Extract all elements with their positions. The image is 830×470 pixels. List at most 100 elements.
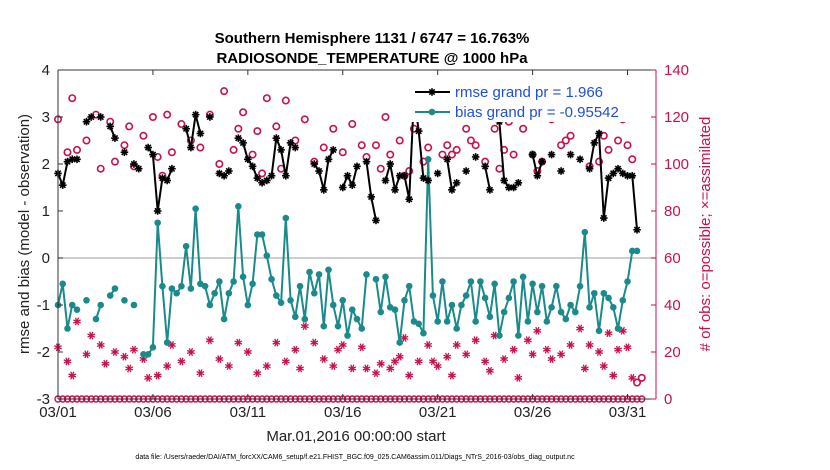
bias-point (244, 301, 252, 309)
obs-possible-point (167, 148, 176, 157)
obs-possible-point (395, 136, 404, 145)
legend-bias-marker (428, 108, 436, 116)
bias-point (396, 339, 404, 346)
obs-possible-point (110, 157, 119, 166)
bias-point (382, 273, 389, 281)
bias-point (443, 318, 451, 325)
bias-point (159, 282, 166, 290)
rmse-point (433, 169, 442, 178)
obs-possible-point (72, 145, 81, 154)
rmse-point (315, 167, 323, 175)
y-tick-label-right: 0 (664, 391, 672, 408)
obs-assimilated-point (101, 359, 110, 368)
bias-point (377, 308, 385, 316)
obs-possible-point (68, 94, 77, 103)
rmse-point (481, 162, 489, 171)
bias-point (572, 308, 579, 316)
obs-assimilated-point (623, 343, 632, 352)
bias-point (273, 292, 280, 299)
obs-possible-point (338, 148, 347, 157)
bias-point (173, 289, 180, 297)
bias-point (225, 289, 233, 297)
obs-possible-point (519, 124, 528, 133)
obs-assimilated-point (68, 371, 77, 380)
rmse-point (338, 183, 347, 192)
bias-point (149, 344, 157, 351)
bias-point (524, 318, 532, 325)
bias-point (543, 318, 551, 325)
bias-point (609, 304, 617, 311)
rmse-line (484, 166, 491, 191)
obs-possible-point (490, 124, 499, 133)
bias-point (391, 306, 399, 314)
bias-point (496, 332, 503, 339)
bias-point (73, 306, 81, 314)
obs-possible-point (262, 94, 271, 103)
bias-point (628, 247, 636, 255)
rmse-point (348, 181, 357, 189)
obs-possible-point (376, 164, 385, 173)
rmse-point (130, 160, 138, 168)
obs-assimilated-point (234, 338, 243, 347)
rmse-point (196, 129, 205, 138)
bias-point (277, 299, 285, 306)
rmse-point (324, 155, 333, 164)
obs-possible-point (381, 113, 390, 122)
y-tick-label-right: 20 (664, 344, 681, 361)
obs-possible-point (424, 143, 433, 152)
legend-rmse-swatch (415, 88, 450, 96)
obs-assimilated-point (376, 359, 385, 368)
bias-point (320, 322, 328, 330)
rmse-point (96, 113, 105, 121)
rmse-point (220, 171, 228, 180)
bias-point (64, 325, 71, 332)
bias-point (220, 315, 228, 323)
obs-assimilated-point (372, 369, 380, 378)
y-tick-label-left: 1 (42, 203, 50, 220)
bias-point (515, 332, 522, 339)
bias-point (538, 282, 546, 290)
chart-subtitle: RADIOSONDE_TEMPERATURE @ 1000 hPa (216, 50, 528, 67)
bias-point (586, 304, 593, 311)
bias-point (239, 273, 247, 281)
bias-point (434, 318, 441, 325)
rmse-point (234, 134, 243, 142)
obs-possible-point (63, 148, 72, 157)
obs-assimilated-point (96, 341, 105, 349)
x-tick-label: 03/31 (609, 404, 647, 421)
obs-assimilated-point (580, 364, 589, 373)
bias-point (306, 268, 313, 276)
rmse-point (372, 216, 380, 225)
obs-assimilated-point (405, 371, 414, 380)
rmse-point (239, 139, 247, 147)
bias-point (363, 271, 370, 278)
y-tick-label-left: 3 (42, 109, 50, 126)
rmse-point (509, 183, 518, 192)
rmse-point (391, 186, 399, 194)
obs-assimilated-point (319, 355, 328, 363)
rmse-point (277, 146, 285, 154)
rmse-point (590, 139, 599, 147)
obs-assimilated-point (153, 371, 162, 380)
rmse-point (452, 179, 461, 187)
obs-assimilated-point (395, 352, 404, 361)
bias-point (510, 278, 517, 285)
rmse-point (514, 179, 523, 187)
obs-assimilated-point (348, 364, 357, 373)
rmse-point (82, 117, 91, 126)
bias-point (481, 294, 489, 302)
rmse-point (215, 169, 224, 178)
x-tick-label: 03/01 (39, 404, 77, 421)
obs-possible-point (471, 141, 480, 150)
obs-assimilated-point (614, 345, 622, 354)
bias-point (477, 278, 484, 285)
obs-possible-point (633, 378, 642, 387)
rmse-point (267, 171, 276, 180)
obs-assimilated-point (362, 364, 371, 373)
bias-point (254, 231, 261, 238)
bias-point (605, 294, 612, 302)
chart-title: Southern Hemisphere 1131 / 6747 = 16.763… (215, 30, 530, 47)
bias-point (553, 282, 560, 290)
rmse-point (87, 113, 96, 121)
obs-possible-point (281, 96, 290, 105)
